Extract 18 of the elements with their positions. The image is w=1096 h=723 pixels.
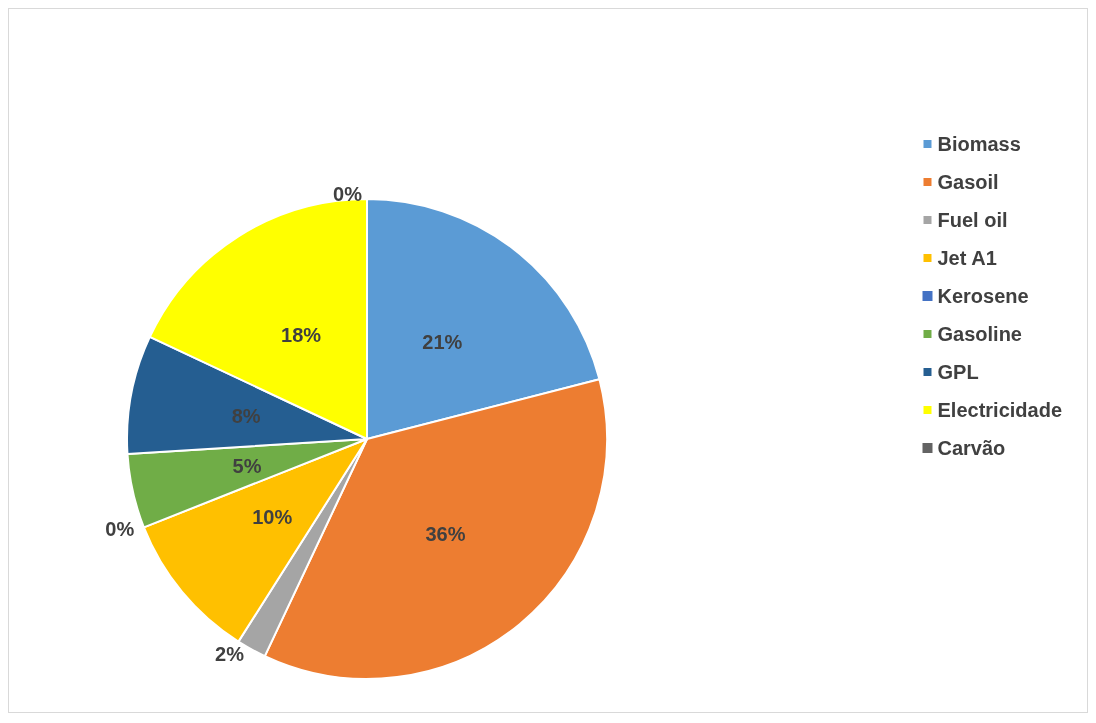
- legend-label: Jet A1: [937, 247, 997, 269]
- text: 0%: [105, 518, 135, 541]
- legend-label: GPL: [937, 361, 979, 383]
- legend-label: Electricidade: [937, 399, 1063, 421]
- data-label: 2%: [215, 642, 245, 665]
- legend-label: Kerosene: [937, 285, 1029, 307]
- text: 0%: [333, 183, 362, 205]
- data-label: 36%: [425, 522, 466, 545]
- data-label: 18%: [281, 324, 322, 347]
- data-label: 21%: [422, 330, 463, 353]
- legend-label: Carvão: [937, 437, 1006, 459]
- legend-label: Gasoil: [937, 171, 999, 193]
- legend-label: Biomass: [937, 133, 1021, 155]
- legend-label: Gasoline: [937, 323, 1022, 345]
- data-label: 8%: [231, 404, 261, 427]
- data-label: 10%: [252, 506, 293, 529]
- legend-label: Fuel oil: [937, 209, 1008, 231]
- data-label: 5%: [232, 454, 262, 477]
